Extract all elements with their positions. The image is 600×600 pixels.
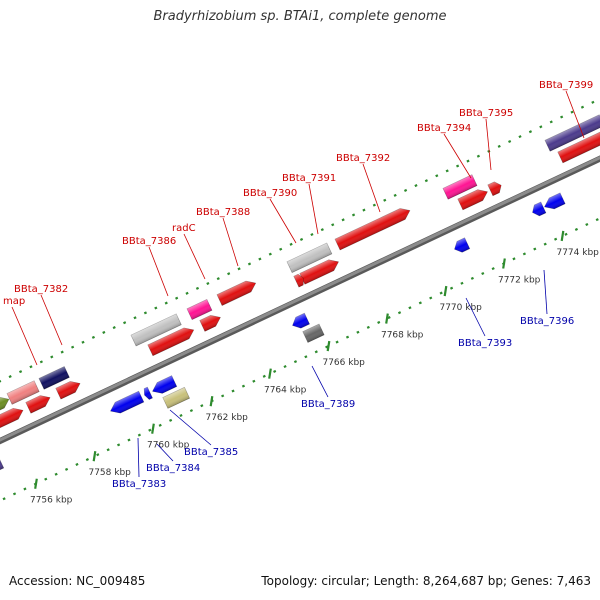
leader-line [443,133,472,179]
gene-feature[interactable] [442,174,478,200]
gene-label-forward[interactable]: BBta_7391 [282,173,336,184]
gene-feature[interactable] [557,126,600,164]
gene-label-forward[interactable]: BBta_7388 [196,207,250,218]
gene-label-forward[interactable]: BBta_7382 [14,284,68,295]
gene-label-reverse[interactable]: BBta_7384 [146,463,200,474]
gene-feature[interactable] [302,323,325,343]
leader-line [565,90,585,139]
gene-label-forward[interactable]: BBta_7394 [417,123,471,134]
tick-label: 7758 kbp [88,468,131,478]
gene-feature[interactable] [286,242,333,274]
gene-label-reverse[interactable]: BBta_7393 [458,338,512,349]
leader-line [269,198,297,244]
leader-line [308,183,319,235]
leader-line [362,163,381,213]
gene-label-forward[interactable]: BBta_7390 [243,188,297,199]
leader-line [311,365,329,398]
leader-line [222,217,239,267]
major-tick [385,313,389,324]
gene-feature[interactable] [147,324,197,357]
gene-feature[interactable] [0,394,12,426]
tick-label: 7772 kbp [498,276,541,286]
gene-label-reverse[interactable]: BBta_7396 [520,316,574,327]
gene-feature[interactable] [452,237,471,255]
major-tick [92,451,97,462]
genome-backbone-highlight [0,155,600,442]
gene-feature[interactable] [55,378,83,400]
leader-line [11,306,38,366]
gene-feature[interactable] [0,405,26,440]
leader-line [465,297,486,337]
major-tick [34,478,38,489]
leader-line [543,269,548,315]
gene-feature[interactable] [38,366,70,390]
tick-track [0,99,598,383]
major-tick [560,230,565,242]
major-tick [268,368,272,379]
genome-summary-text: Topology: circular; Length: 8,264,687 bp… [261,574,591,588]
gene-label-reverse[interactable]: BBta_7383 [112,479,166,490]
gene-label-forward[interactable]: map [3,296,25,307]
tick-label: 7762 kbp [205,413,248,423]
leader-line [169,409,212,446]
tick-label: 7764 kbp [264,386,307,396]
gene-feature[interactable] [544,114,600,152]
leader-line [156,443,174,462]
gene-feature[interactable] [0,456,5,475]
leader-line [137,437,140,478]
tick-label: 7766 kbp [322,358,365,368]
gene-feature[interactable] [487,180,504,197]
gene-label-reverse[interactable]: BBta_7385 [184,447,238,458]
gene-feature[interactable] [150,375,178,397]
major-tick [326,340,331,352]
leader-line [485,118,492,171]
page-title: Bradyrhizobium sp. BTAi1, complete genom… [153,9,447,24]
gene-feature[interactable] [299,256,341,285]
tick-label: 7756 kbp [30,496,73,506]
gene-label-forward[interactable]: BBta_7399 [539,80,593,91]
major-tick [209,395,214,407]
tick-label: 7760 kbp [147,441,190,451]
major-tick [502,258,506,269]
gene-label-forward[interactable]: radC [172,223,196,234]
accession-text: Accession: NC_009485 [9,574,146,588]
gene-feature[interactable] [334,205,412,251]
gene-feature[interactable] [199,312,223,332]
leader-line [40,294,63,346]
gene-feature[interactable] [142,386,153,400]
gene-label-forward[interactable]: BBta_7395 [459,108,513,119]
gene-label-forward[interactable]: BBta_7386 [122,236,176,247]
gene-feature[interactable] [216,278,258,306]
major-tick [443,285,448,297]
gene-label-reverse[interactable]: BBta_7389 [301,399,355,410]
gene-feature[interactable] [530,201,547,218]
leader-line [183,233,206,280]
gene-feature[interactable] [293,273,306,288]
gene-feature[interactable] [162,386,190,409]
gene-feature[interactable] [290,312,310,331]
gene-feature[interactable] [186,299,213,321]
tick-label: 7774 kbp [556,248,599,258]
major-tick [151,423,155,434]
leader-line [148,246,169,297]
gene-feature[interactable] [6,380,40,405]
gene-feature[interactable] [108,390,145,416]
tick-label: 7770 kbp [439,303,482,313]
gene-feature[interactable] [457,186,490,211]
gene-label-forward[interactable]: BBta_7392 [336,153,390,164]
gene-feature[interactable] [542,192,566,212]
tick-label: 7768 kbp [381,331,424,341]
gene-feature[interactable] [25,392,53,414]
gene-feature[interactable] [130,313,182,347]
